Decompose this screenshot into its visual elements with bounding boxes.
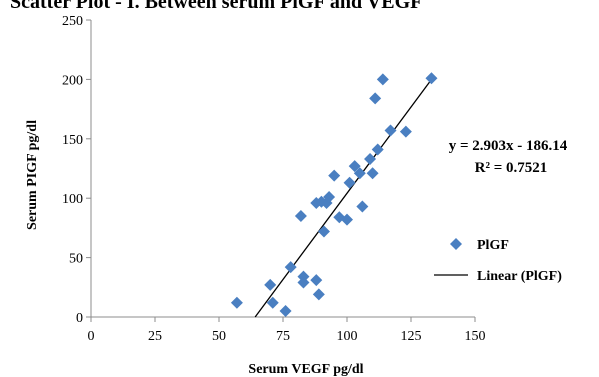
data-point	[399, 125, 412, 138]
legend-series-label: PlGF	[477, 238, 509, 253]
data-point	[266, 296, 279, 309]
data-point	[310, 274, 323, 287]
x-axis-label: Serum VEGF pg/dl	[248, 362, 363, 377]
x-tick-label: 75	[276, 329, 290, 344]
trendline-equation: y = 2.903x - 186.14	[449, 138, 568, 154]
x-tick-label: 125	[401, 329, 422, 344]
y-tick-label: 50	[69, 252, 83, 267]
legend: PlGF Linear (PlGF)	[434, 238, 562, 284]
y-tick-label: 200	[62, 73, 83, 88]
data-point	[264, 278, 277, 291]
data-points	[230, 72, 438, 318]
y-axis-label: Serum PIGF pg/dl	[25, 120, 40, 230]
data-point	[343, 176, 356, 189]
x-tick-label: 100	[337, 329, 358, 344]
x-tick-label: 0	[88, 329, 95, 344]
data-point	[425, 72, 438, 85]
legend-trendline-label: Linear (PlGF)	[477, 269, 562, 284]
y-tick-label: 0	[76, 311, 83, 326]
data-point	[230, 296, 243, 309]
x-axis-ticks: 0 25 50 75 100 125 150	[88, 317, 486, 344]
data-point	[323, 191, 336, 204]
data-point	[328, 169, 341, 182]
trendline	[254, 78, 433, 318]
data-point	[317, 225, 330, 238]
y-tick-label: 100	[62, 192, 83, 207]
data-point	[384, 124, 397, 137]
y-tick-label: 150	[62, 133, 83, 148]
data-point	[294, 210, 307, 223]
x-tick-label: 150	[465, 329, 486, 344]
data-point	[341, 213, 353, 226]
data-point	[297, 270, 310, 283]
x-tick-label: 50	[212, 329, 226, 344]
data-point	[312, 288, 325, 301]
data-point	[369, 92, 382, 105]
data-point	[348, 160, 361, 173]
trendline-r-squared: R² = 0.7521	[475, 160, 548, 176]
y-tick-label: 250	[62, 14, 83, 29]
data-point	[371, 143, 384, 156]
chart-title: Scatter Plot - I. Between serum PlGF and…	[10, 0, 422, 13]
data-point	[376, 73, 389, 86]
data-point	[366, 167, 379, 180]
legend-marker-icon	[450, 238, 462, 250]
x-tick-label: 25	[148, 329, 162, 344]
data-point	[279, 305, 292, 318]
data-point	[353, 167, 366, 180]
y-axis-ticks: 0 50 100 150 200 250	[62, 14, 91, 326]
data-point	[284, 261, 297, 274]
data-point	[364, 152, 377, 165]
data-point	[356, 200, 369, 213]
